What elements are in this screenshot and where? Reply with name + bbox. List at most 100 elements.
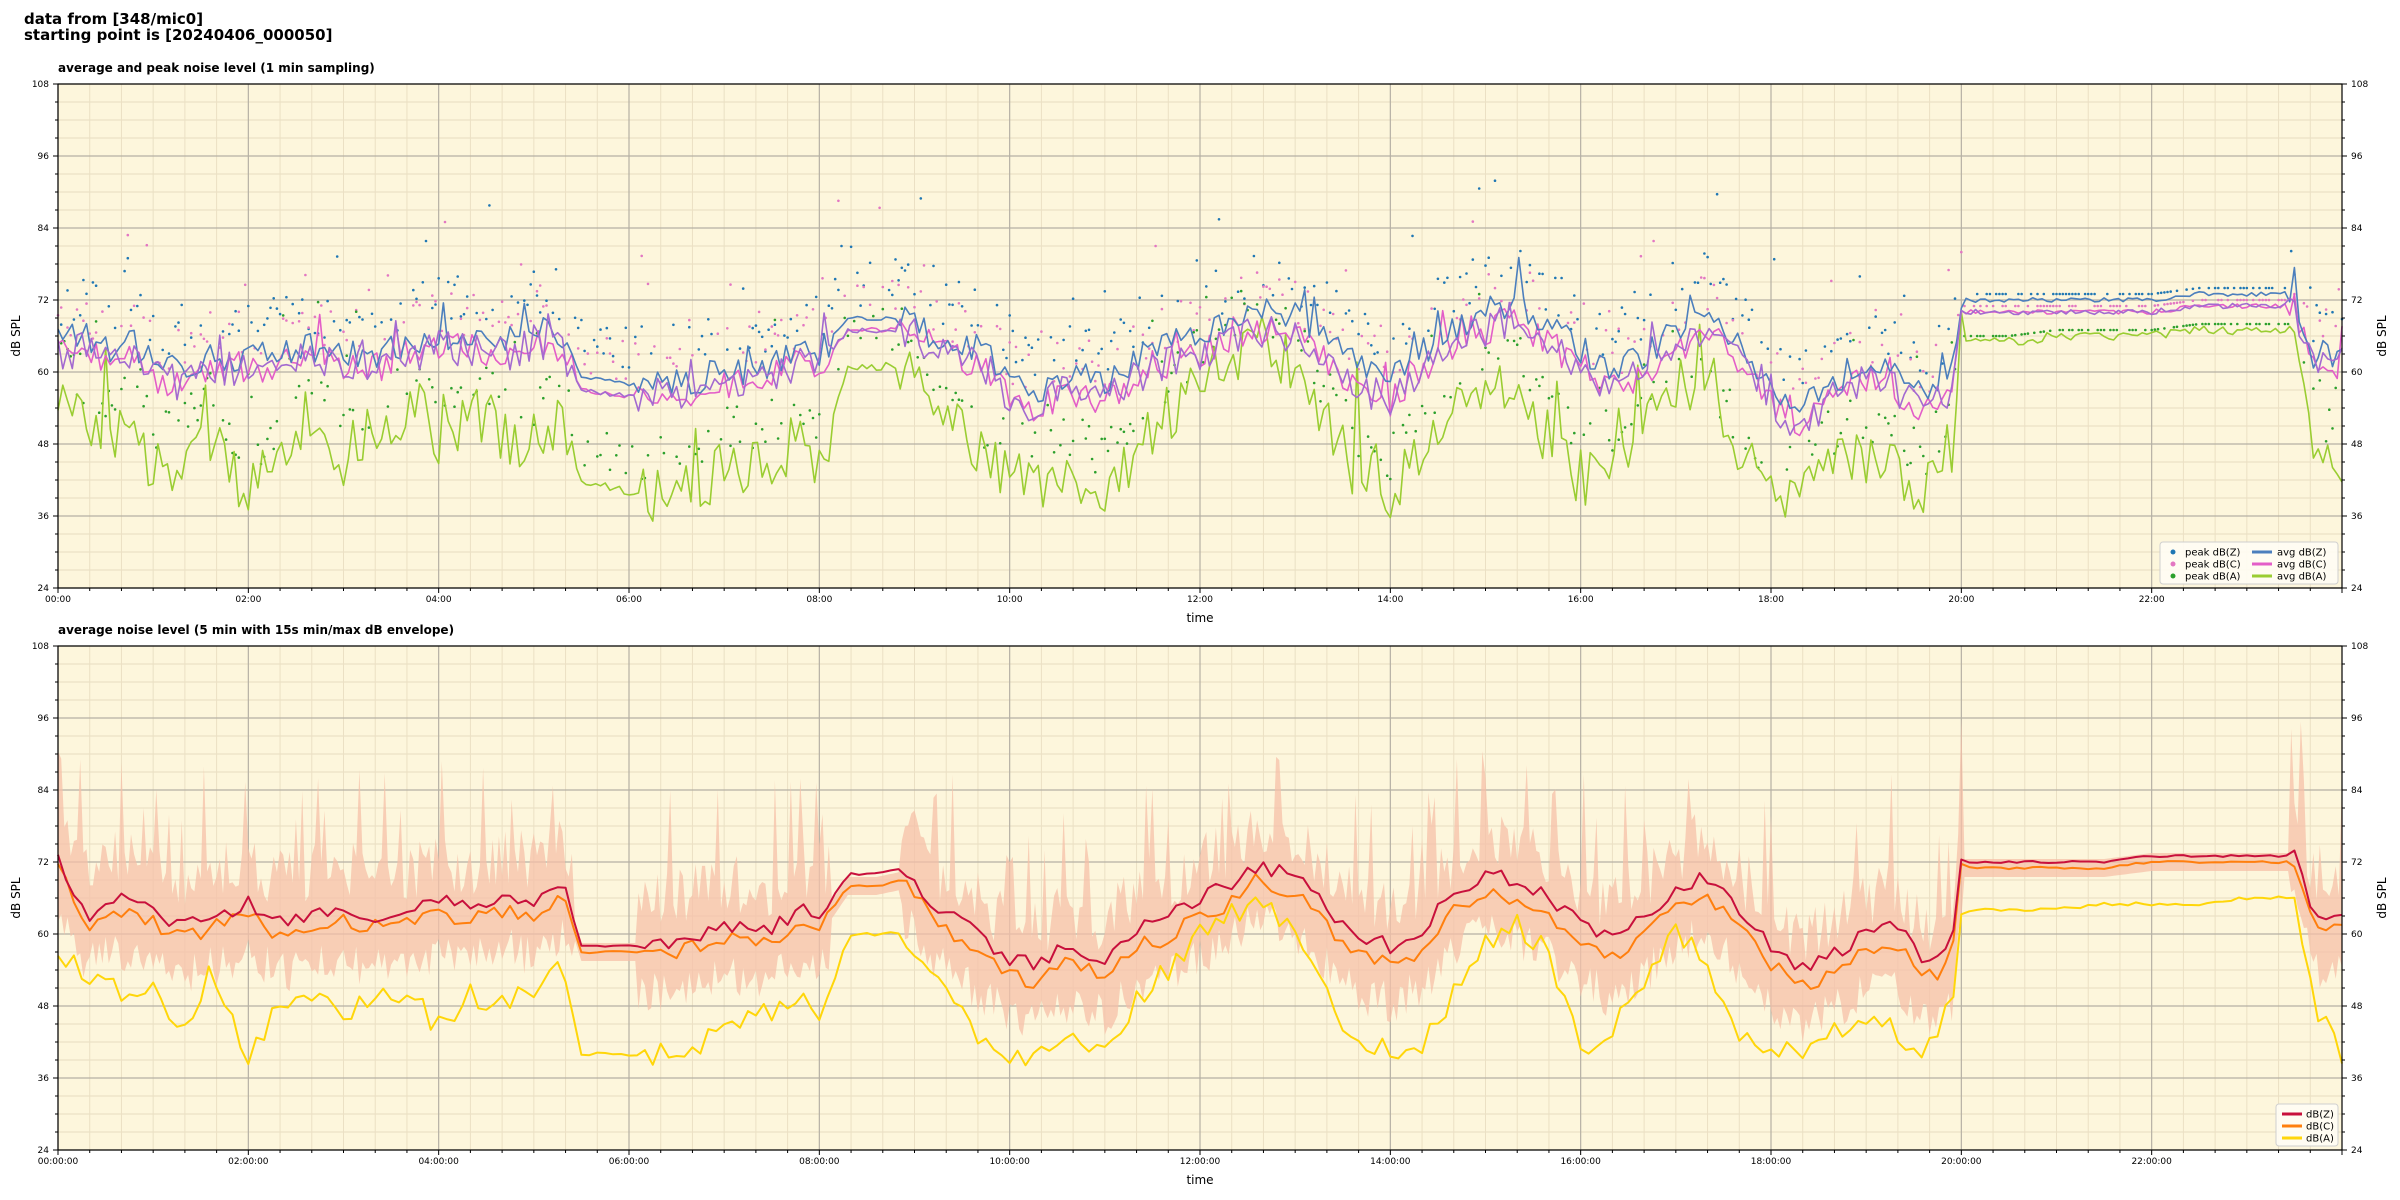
peak-dba-point [1408, 413, 1411, 417]
peak-dbc-point [567, 333, 570, 336]
peak-dba-point [773, 318, 777, 322]
y-tick-label-right: 84 [2351, 786, 2363, 796]
peak-dba-point [646, 454, 650, 457]
peak-dba-point [2144, 328, 2147, 332]
peak-dbc-point [1611, 351, 1614, 355]
y-tick-label-right: 60 [2351, 930, 2363, 940]
peak-dbc-point [1627, 337, 1630, 340]
peak-dbc-point [1991, 304, 1995, 308]
peak-dba-point [1607, 438, 1611, 442]
peak-dba-point [2109, 328, 2112, 332]
peak-dbc-point [586, 352, 590, 355]
peak-dbz-point [332, 320, 336, 323]
peak-dbc-point [1341, 328, 1345, 332]
peak-dbc-point [304, 273, 307, 277]
peak-dbc-point [2099, 304, 2103, 308]
peak-dba-point [1582, 433, 1586, 437]
peak-dbz-point [2090, 292, 2093, 296]
peak-dbz-point [272, 297, 276, 300]
peak-dbz-point [1623, 312, 1627, 316]
peak-dbc-point [897, 283, 900, 287]
peak-dbz-point [1887, 352, 1890, 356]
peak-dba-point [316, 300, 320, 304]
peak-dbc-point [1360, 334, 1364, 338]
peak-dbc-point [1328, 330, 1332, 334]
peak-dbc-point [1880, 343, 1884, 347]
peak-dbc-point [297, 320, 301, 323]
peak-dba-point [1068, 453, 1072, 457]
peak-dba-point [1512, 339, 1516, 343]
peak-dbz-point [453, 283, 456, 287]
peak-dbz-point [1363, 312, 1367, 316]
peak-dba-point [1125, 442, 1129, 445]
peak-dbz-point [1011, 329, 1015, 333]
peak-dbz-point [250, 321, 253, 324]
peak-dba-point [142, 404, 145, 408]
peak-dbc-point [596, 351, 599, 355]
peak-dba-point [1119, 427, 1122, 431]
peak-dbc-point [1493, 286, 1497, 290]
peak-dbc-point [2245, 298, 2249, 302]
peak-dbc-point [1776, 352, 1779, 355]
peak-dbc-point [2175, 301, 2179, 305]
peak-dba-point [1915, 355, 1919, 359]
peak-dba-point [1906, 463, 1909, 467]
peak-dbc-point [1087, 339, 1091, 343]
peak-dbz-point [189, 336, 193, 339]
peak-dba-point [1785, 468, 1789, 471]
y-tick-label-right: 108 [2351, 642, 2368, 652]
peak-dba-point [478, 377, 482, 380]
peak-dba-point [1550, 395, 1554, 398]
peak-dbc-point [830, 330, 834, 333]
peak-dba-point [1116, 441, 1119, 444]
y-axis-label-right: dB SPL [2375, 877, 2389, 919]
peak-dbc-point [2058, 304, 2061, 308]
peak-dbz-point [576, 326, 580, 330]
peak-dbz-point [2175, 289, 2179, 293]
peak-dba-point [1839, 431, 1843, 435]
x-tick-label: 00:00:00 [38, 1157, 79, 1167]
peak-dbz-point [767, 328, 770, 332]
peak-dba-point [519, 415, 523, 419]
peak-dbc-point [285, 319, 288, 322]
peak-dbz-point [849, 245, 853, 249]
peak-dba-point [1433, 411, 1436, 415]
peak-dbc-point [1141, 333, 1145, 337]
peak-dbz-point [275, 307, 279, 310]
peak-dbz-point [551, 311, 555, 315]
peak-dbz-point [2159, 291, 2163, 295]
peak-dbz-point [424, 239, 428, 243]
y-tick-label-left: 24 [38, 584, 50, 594]
peak-dbz-point [1084, 329, 1088, 333]
peak-dba-point [1636, 404, 1640, 407]
peak-dbz-point [2315, 303, 2318, 307]
peak-dba-point [1950, 341, 1954, 344]
peak-dba-point [1201, 361, 1205, 364]
peak-dbz-point [757, 330, 761, 334]
peak-dbz-point [1062, 338, 1065, 342]
peak-dbz-point [960, 305, 964, 308]
peak-dbz-point [2140, 292, 2144, 296]
peak-dbc-point [605, 337, 609, 340]
y-tick-label-left: 48 [38, 1002, 50, 1012]
peak-dbz-point [1404, 342, 1408, 345]
peak-dba-point [2223, 322, 2226, 326]
peak-dbc-point [856, 284, 859, 288]
peak-dbz-point [1782, 378, 1785, 382]
peak-dbc-point [1706, 307, 1709, 311]
peak-dbz-point [373, 325, 377, 328]
peak-dbc-point [716, 332, 720, 336]
peak-dbc-point [1871, 361, 1874, 364]
peak-dba-point [228, 422, 231, 426]
peak-dbc-point [507, 315, 510, 319]
peak-dba-point [351, 408, 355, 412]
peak-dbz-point [431, 306, 434, 310]
peak-dbc-point [259, 352, 263, 355]
peak-dbc-point [1462, 298, 1465, 301]
legend-label: dB(C) [2306, 1122, 2334, 1133]
peak-dbz-point [361, 318, 364, 321]
peak-dbz-point [789, 317, 793, 321]
peak-dbz-point [2020, 292, 2023, 296]
peak-dbz-point [1278, 261, 1281, 265]
peak-dba-point [1176, 351, 1180, 354]
